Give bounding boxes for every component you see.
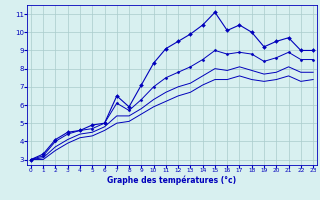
X-axis label: Graphe des températures (°c): Graphe des températures (°c) [108, 176, 236, 185]
